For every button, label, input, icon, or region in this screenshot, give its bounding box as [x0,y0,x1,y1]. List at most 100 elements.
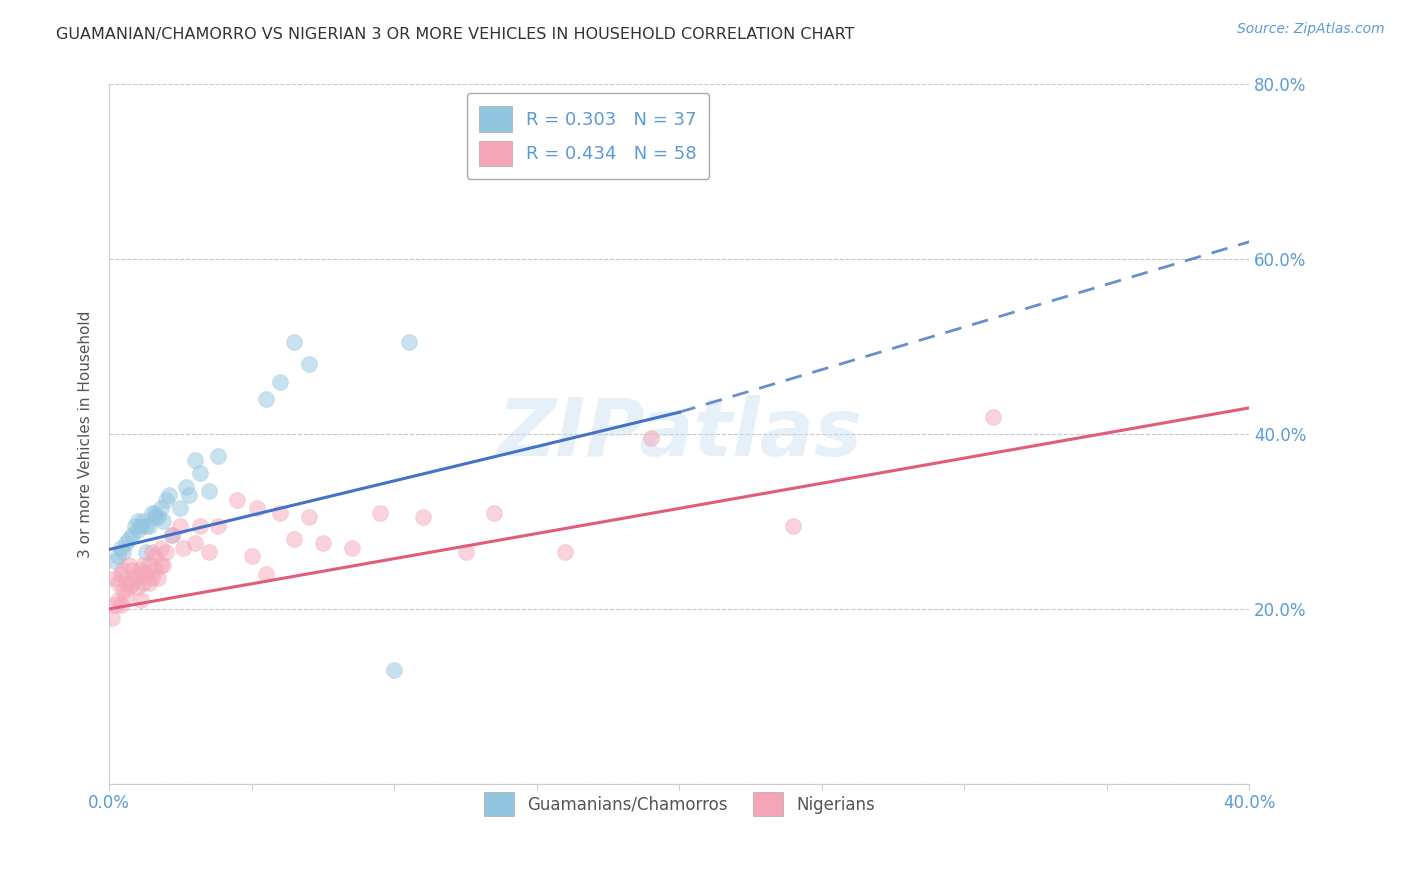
Point [207,449,229,463]
Point [138,519,160,533]
Point [177,488,200,502]
Point [198,483,221,498]
Point [127,566,149,581]
Point [146,510,169,524]
Point [143,549,166,564]
Point [254,392,277,406]
Point [143,506,166,520]
Point [198,545,221,559]
Point [141,545,163,559]
Point [152,515,174,529]
Y-axis label: 3 or more Vehicles in Household: 3 or more Vehicles in Household [79,310,93,558]
Text: ZIPatlas: ZIPatlas [496,395,862,473]
Point [112,545,135,559]
Point [104,554,127,568]
Point [115,575,138,590]
Point [149,501,172,516]
Point [104,598,127,612]
Point [110,541,132,555]
Point [135,566,157,581]
Point [107,575,129,590]
Point [482,506,505,520]
Point [157,488,180,502]
Point [155,545,177,559]
Point [207,519,229,533]
Point [981,409,1004,424]
Point [141,571,163,585]
Point [172,541,194,555]
Point [169,519,191,533]
Point [149,558,172,573]
Point [174,479,197,493]
Point [155,492,177,507]
Point [121,575,143,590]
Point [412,510,434,524]
Point [382,663,405,677]
Point [135,545,157,559]
Point [312,536,335,550]
Point [107,549,129,564]
Point [283,532,305,546]
Point [298,510,321,524]
Text: Source: ZipAtlas.com: Source: ZipAtlas.com [1237,22,1385,37]
Point [782,519,804,533]
Text: GUAMANIAN/CHAMORRO VS NIGERIAN 3 OR MORE VEHICLES IN HOUSEHOLD CORRELATION CHART: GUAMANIAN/CHAMORRO VS NIGERIAN 3 OR MORE… [56,27,855,42]
Point [269,375,291,389]
Point [138,575,160,590]
Point [132,515,155,529]
Point [124,571,146,585]
Point [184,536,207,550]
Point [160,527,183,541]
Point [640,432,662,446]
Point [190,467,212,481]
Point [132,558,155,573]
Point [121,563,143,577]
Legend: Guamanians/Chamorros, Nigerians: Guamanians/Chamorros, Nigerians [475,784,883,824]
Point [124,519,146,533]
Point [269,506,291,520]
Point [246,501,269,516]
Point [298,357,321,371]
Point [121,527,143,541]
Point [254,566,277,581]
Point [340,541,363,555]
Point [554,545,576,559]
Point [115,589,138,603]
Point [110,598,132,612]
Point [143,563,166,577]
Point [454,545,477,559]
Point [146,571,169,585]
Point [135,519,157,533]
Point [138,558,160,573]
Point [240,549,263,564]
Point [129,593,152,607]
Point [118,580,141,594]
Point [110,566,132,581]
Point [107,593,129,607]
Point [190,519,212,533]
Point [104,571,127,585]
Point [118,532,141,546]
Point [115,536,138,550]
Point [127,515,149,529]
Point [112,563,135,577]
Point [149,541,172,555]
Point [169,501,191,516]
Point [127,523,149,537]
Point [143,510,166,524]
Point [129,519,152,533]
Point [368,506,391,520]
Point [283,335,305,350]
Point [398,335,420,350]
Point [127,580,149,594]
Point [112,584,135,599]
Point [184,453,207,467]
Point [118,558,141,573]
Point [226,492,249,507]
Point [152,558,174,573]
Point [129,563,152,577]
Point [160,527,183,541]
Point [141,506,163,520]
Point [101,610,124,624]
Point [132,575,155,590]
